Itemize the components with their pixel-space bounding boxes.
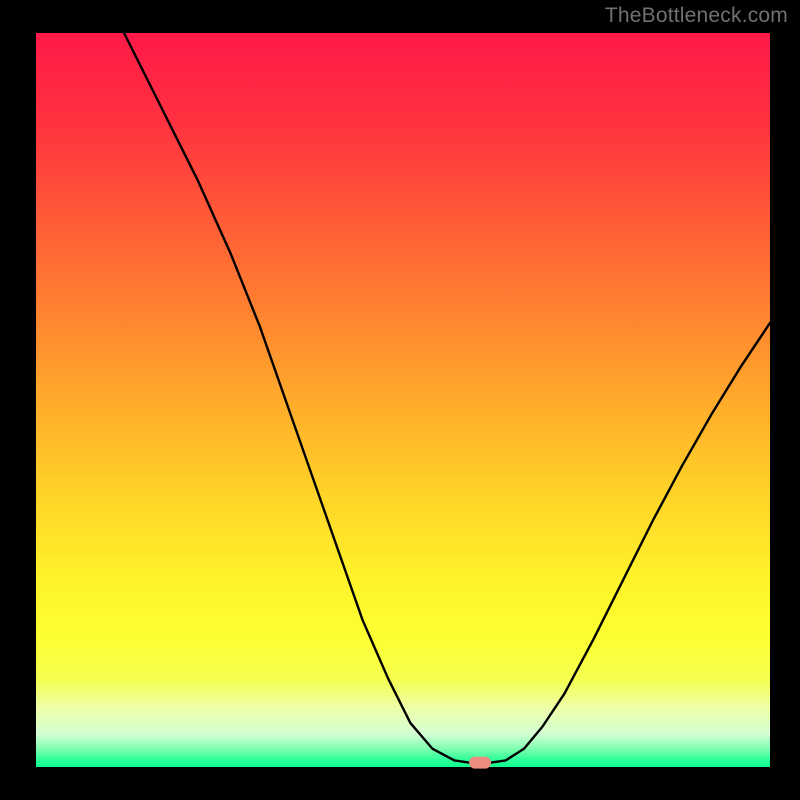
watermark-text: TheBottleneck.com — [605, 4, 788, 28]
bottleneck-chart — [0, 0, 800, 800]
plot-background — [36, 33, 770, 767]
minimum-marker — [469, 757, 491, 769]
chart-container: TheBottleneck.com — [0, 0, 800, 800]
